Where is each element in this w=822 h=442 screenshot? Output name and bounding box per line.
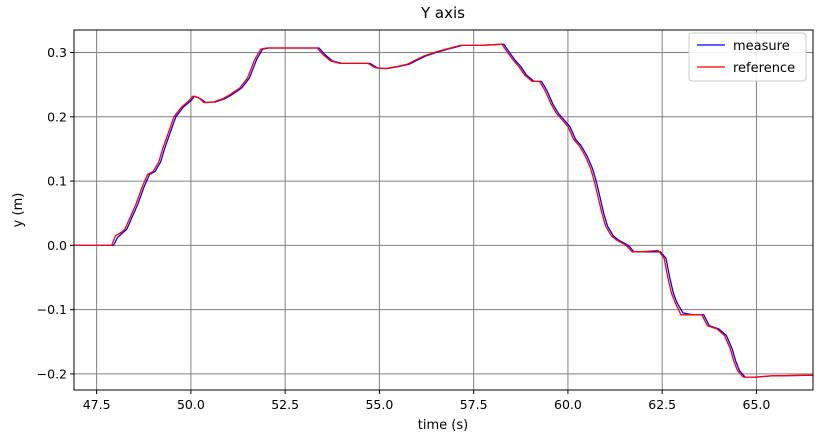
x-tick-label: 62.5 (648, 397, 676, 412)
y-tick-label: −0.1 (37, 302, 67, 317)
x-tick-label: 55.0 (365, 397, 393, 412)
y-axis-ticks: −0.2 −0.1 0.0 0.1 0.2 0.3 (37, 45, 74, 381)
series-line-reference (74, 43, 814, 378)
legend: measure reference (688, 32, 807, 82)
y-tick-label: −0.2 (37, 366, 67, 381)
chart-title: Y axis (420, 4, 465, 22)
x-tick-label: 65.0 (743, 397, 771, 412)
series-layer (74, 43, 814, 378)
x-tick-label: 52.5 (271, 397, 299, 412)
x-tick-label: 57.5 (460, 397, 488, 412)
x-tick-label: 60.0 (554, 397, 582, 412)
x-tick-label: 47.5 (83, 397, 111, 412)
series-line-measure (74, 43, 814, 378)
y-axis-label: y (m) (11, 193, 26, 228)
y-tick-label: 0.2 (47, 109, 67, 124)
y-tick-label: 0.1 (47, 174, 67, 189)
x-axis-label: time (s) (418, 418, 468, 433)
y-tick-label: 0.3 (47, 45, 67, 60)
grid-lines (74, 30, 813, 390)
x-axis-ticks: 47.5 50.0 52.5 55.0 57.5 60.0 62.5 65.0 (83, 390, 771, 412)
plot-frame (73, 29, 814, 391)
x-tick-label: 50.0 (177, 397, 205, 412)
legend-label-reference: reference (733, 61, 795, 76)
y-tick-label: 0.0 (47, 238, 67, 253)
legend-label-measure: measure (733, 39, 790, 54)
